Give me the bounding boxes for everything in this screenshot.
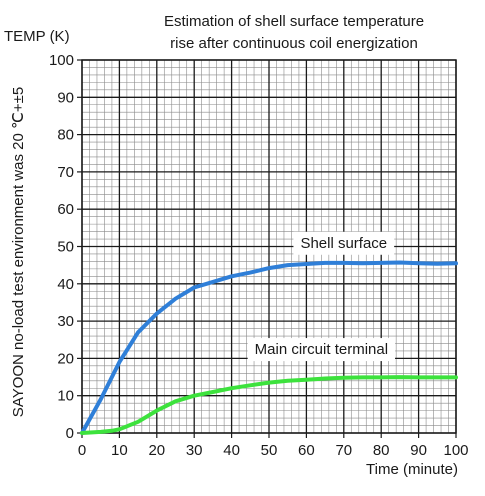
shell-surface-label-text: Shell surface: [300, 235, 387, 252]
y-tick-label: 10: [57, 388, 74, 405]
x-tick-label: 70: [335, 442, 352, 459]
y-tick-label: 50: [57, 239, 74, 256]
y-tick-label: 30: [57, 313, 74, 330]
shell-surface-label: Shell surface: [293, 231, 395, 255]
tick-labels: 0 10 20 30 40 50 60 70 80 90 100 0 10 20 30 40 50 60 70 80 9…: [49, 52, 469, 459]
x-tick-label: 80: [373, 442, 390, 459]
series-labels: Shell surface Main circuit terminal: [247, 231, 396, 362]
main-circuit-terminal-line: [80, 375, 458, 435]
main-circuit-terminal-label: Main circuit terminal: [247, 338, 396, 362]
x-tick-label: 0: [78, 442, 86, 459]
y-tick-label: 100: [49, 52, 74, 69]
x-tick-label: 20: [148, 442, 165, 459]
y-tick-label: 90: [57, 89, 74, 106]
series-layer: [80, 260, 458, 435]
x-tick-label: 50: [261, 442, 278, 459]
y-tick-label: 70: [57, 164, 74, 181]
y-axis-label: TEMP (K): [4, 28, 70, 45]
main-circuit-terminal-label-text: Main circuit terminal: [255, 341, 388, 358]
x-tick-label: 10: [111, 442, 128, 459]
y-tick-label: 60: [57, 201, 74, 218]
x-axis-label: Time (minute): [366, 461, 458, 478]
x-tick-label: 60: [298, 442, 315, 459]
x-tick-label: 90: [410, 442, 427, 459]
shell-surface-line: [80, 260, 458, 435]
shell-surface-label-background: [293, 231, 395, 255]
chart-title-line-1: Estimation of shell surface temperature: [164, 13, 424, 30]
main-circuit-terminal-label-background: [247, 338, 396, 362]
x-tick-label: 100: [443, 442, 468, 459]
y-tick-label: 80: [57, 127, 74, 144]
chart-title-line-2: rise after continuous coil energization: [170, 35, 418, 52]
test-environment-note-text: SAYOON no-load test environment was 20 ℃…: [10, 86, 27, 418]
y-tick-label: 20: [57, 350, 74, 367]
x-tick-label: 40: [223, 442, 240, 459]
y-tick-label: 0: [66, 425, 74, 442]
y-tick-label: 40: [57, 276, 74, 293]
x-tick-label: 30: [186, 442, 203, 459]
